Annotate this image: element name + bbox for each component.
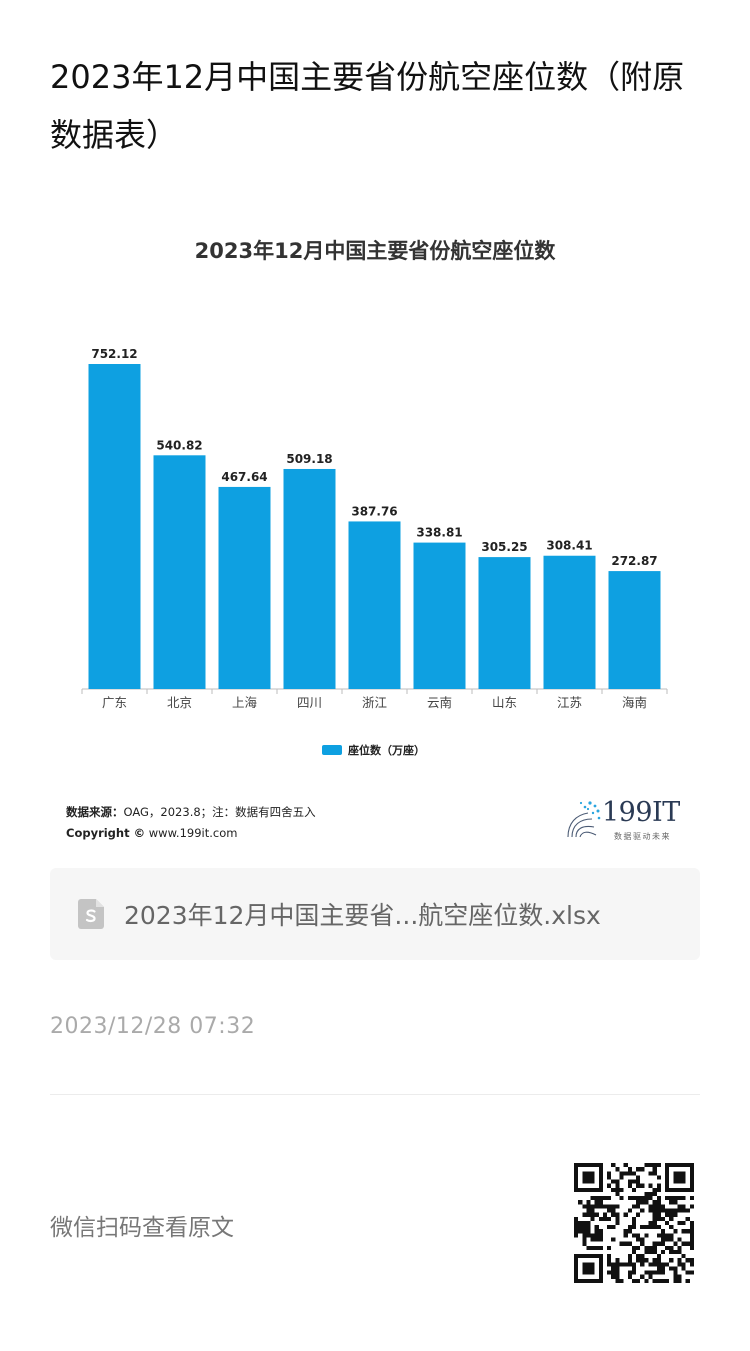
bar [608,571,661,689]
brand-name: 199IT [602,797,680,828]
publish-timestamp: 2023/12/28 07:32 [50,1014,256,1039]
x-tick-label: 广东 [102,695,127,710]
x-tick-label: 山东 [492,695,517,710]
bar [153,455,206,689]
copyright-label: Copyright © [66,826,146,840]
bar [88,364,141,689]
source-text: OAG，2023.8；注：数据有四舍五入 [123,805,316,819]
chart-title: 2023年12月中国主要省份航空座位数 [194,239,556,263]
chart-copyright: Copyright © www.199it.com [66,826,237,840]
chart-legend: 座位数（万座） [322,742,425,758]
source-label: 数据来源： [66,805,124,819]
bar [478,557,531,689]
data-label: 467.64 [221,470,267,484]
data-label: 308.41 [546,539,592,553]
bar [543,555,596,689]
bar [413,542,466,689]
data-label: 509.18 [286,452,332,466]
attachment-card[interactable]: 2023年12月中国主要省...航空座位数.xlsx [50,868,700,960]
x-tick-label: 云南 [427,695,452,710]
article-title: 2023年12月中国主要省份航空座位数（附原数据表） [50,58,685,154]
spreadsheet-file-icon [78,899,104,929]
legend-label: 座位数（万座） [348,744,425,757]
divider [50,1094,700,1095]
data-label: 752.12 [91,347,137,361]
qr-code-icon[interactable] [574,1163,694,1283]
brand-logo: 199IT 数据驱动未来 [560,797,700,847]
data-label: 540.82 [156,438,202,452]
data-label: 305.25 [481,540,527,554]
x-tick-label: 江苏 [557,695,582,710]
x-tick-label: 上海 [232,695,258,710]
data-label: 272.87 [611,554,657,568]
bar [283,468,336,689]
qr-hint-text: 微信扫码查看原文 [50,1215,234,1241]
copyright-text: www.199it.com [145,826,238,840]
attachment-file-name: 2023年12月中国主要省...航空座位数.xlsx [124,901,601,930]
x-tick-label: 四川 [297,695,322,710]
brand-slogan: 数据驱动未来 [614,832,671,841]
data-label: 338.81 [416,526,462,540]
legend-swatch [322,745,342,755]
chart-card: 2023年12月中国主要省份航空座位数 752.12 广东 540.82 北京 467.… [50,215,700,855]
x-tick-label: 海南 [622,695,647,710]
bar-chart: 752.12 广东 540.82 北京 467.64 上海 509.18 四川 387.76 浙江… [81,347,668,710]
bar [348,521,401,689]
data-label: 387.76 [351,504,397,518]
brand-mark-icon [567,801,601,838]
x-tick-label: 北京 [167,695,192,710]
bar [218,486,271,689]
x-tick-label: 浙江 [362,695,387,710]
chart-source: 数据来源：OAG，2023.8；注：数据有四舍五入 [66,804,316,820]
